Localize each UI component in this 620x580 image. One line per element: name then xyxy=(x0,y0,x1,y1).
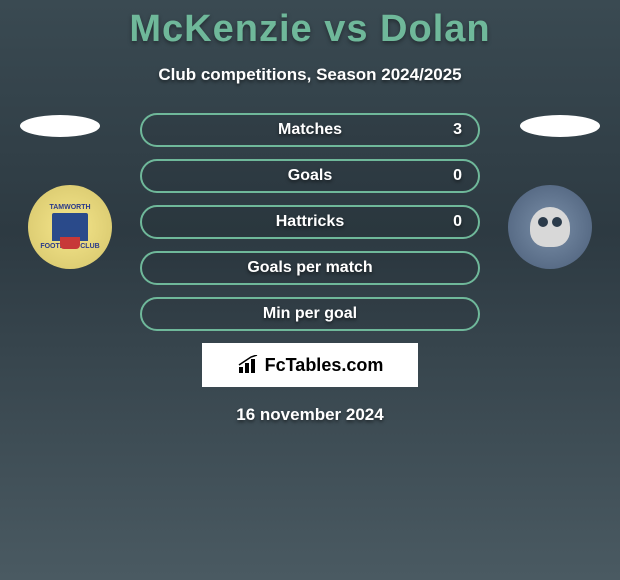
stat-label: Goals per match xyxy=(247,259,372,277)
stat-label: Goals xyxy=(288,167,332,185)
page-title: McKenzie vs Dolan xyxy=(0,0,620,51)
player-right-avatar-placeholder xyxy=(520,115,600,137)
stat-row-goals-per-match: Goals per match xyxy=(140,251,480,285)
badge-left-top-text: TAMWORTH xyxy=(49,204,90,211)
stat-value: 0 xyxy=(453,167,462,185)
comparison-content: TAMWORTH FOOTBALL CLUB Matches 3 Goals 0… xyxy=(0,113,620,425)
stat-label: Hattricks xyxy=(276,213,344,231)
stat-label: Min per goal xyxy=(263,305,357,323)
date-text: 16 november 2024 xyxy=(0,405,620,425)
player-left-avatar-placeholder xyxy=(20,115,100,137)
owl-icon xyxy=(530,207,570,247)
team-badge-left: TAMWORTH FOOTBALL CLUB xyxy=(28,185,112,269)
stat-value: 0 xyxy=(453,213,462,231)
stat-label: Matches xyxy=(278,121,342,139)
chart-icon xyxy=(237,355,261,375)
stats-list: Matches 3 Goals 0 Hattricks 0 Goals per … xyxy=(140,113,480,331)
shield-icon xyxy=(52,213,88,241)
stat-row-matches: Matches 3 xyxy=(140,113,480,147)
team-badge-right xyxy=(508,185,592,269)
stat-row-hattricks: Hattricks 0 xyxy=(140,205,480,239)
subtitle: Club competitions, Season 2024/2025 xyxy=(0,65,620,85)
stat-row-min-per-goal: Min per goal xyxy=(140,297,480,331)
stat-value: 3 xyxy=(453,121,462,139)
brand-box[interactable]: FcTables.com xyxy=(202,343,418,387)
stat-row-goals: Goals 0 xyxy=(140,159,480,193)
brand-text: FcTables.com xyxy=(265,355,384,376)
